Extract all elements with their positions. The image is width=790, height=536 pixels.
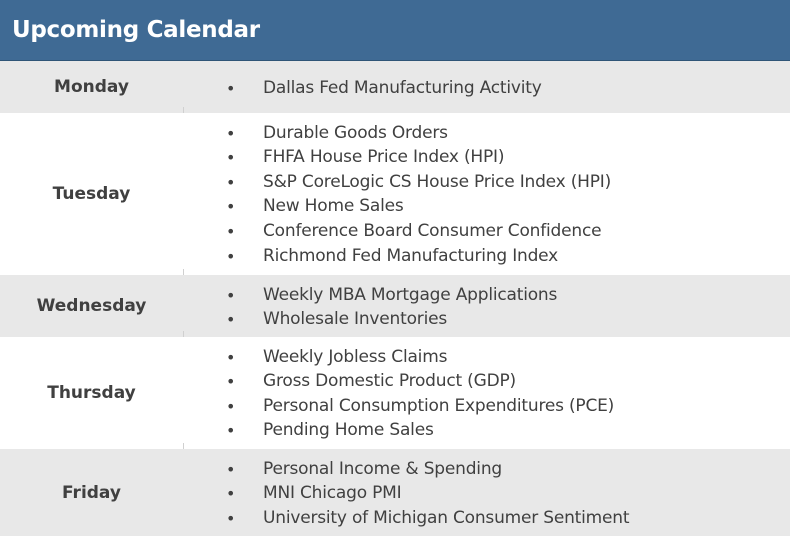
bullet-icon: •	[226, 222, 236, 241]
event-item: • Durable Goods Orders	[226, 123, 448, 143]
bullet-icon: •	[226, 247, 236, 266]
column-divider	[183, 107, 184, 113]
event-item: • MNI Chicago PMI	[226, 483, 402, 503]
bullet-icon: •	[226, 197, 236, 216]
event-item: • Personal Consumption Expenditures (PCE)	[226, 396, 615, 416]
bullet-icon: •	[226, 372, 236, 391]
bullet-icon: •	[226, 397, 236, 416]
event-item: • Gross Domestic Product (GDP)	[226, 371, 516, 391]
day-row-thursday: Thursday • Weekly Jobless Claims • Gross D…	[0, 337, 790, 449]
day-label: Friday	[62, 482, 121, 503]
bullet-icon: •	[226, 148, 236, 167]
day-row-friday: Friday • Personal Income & Spending • MNI …	[0, 449, 790, 536]
column-divider	[183, 269, 184, 275]
bullet-icon: •	[226, 421, 236, 440]
event-item: • Weekly MBA Mortgage Applications	[226, 285, 558, 305]
day-label: Tuesday	[52, 184, 131, 204]
event-item: • S&P CoreLogic CS House Price Index (HPI…	[226, 172, 612, 192]
bullet-icon: •	[226, 509, 236, 528]
event-item: • Conference Board Consumer Confidence	[226, 221, 602, 241]
bullet-icon: •	[226, 348, 236, 367]
bullet-icon: •	[226, 460, 236, 479]
day-label: Thursday	[47, 383, 136, 403]
event-item: • Dallas Fed Manufacturing Activity	[226, 78, 542, 98]
event-item: • Pending Home Sales	[226, 420, 434, 440]
calendar-title: Upcoming Calendar	[12, 17, 260, 43]
event-item: • Wholesale Inventories	[226, 309, 448, 329]
event-item: • Richmond Fed Manufacturing Index	[226, 246, 558, 266]
day-row-wednesday: Wednesday • Weekly MBA Mortgage Applicati…	[0, 275, 790, 337]
bullet-icon: •	[226, 173, 236, 192]
event-item: • University of Michigan Consumer Sentime…	[226, 508, 630, 528]
event-item: • New Home Sales	[226, 196, 404, 216]
bullet-icon: •	[226, 310, 236, 329]
day-label: Wednesday	[36, 296, 147, 316]
bullet-icon: •	[226, 484, 236, 503]
column-divider	[183, 443, 184, 449]
day-label: Monday	[54, 77, 129, 97]
event-item: • FHFA House Price Index (HPI)	[226, 147, 505, 167]
calendar-header: Upcoming Calendar	[0, 0, 790, 61]
bullet-icon: •	[226, 124, 236, 143]
bullet-icon: •	[226, 286, 236, 305]
event-item: • Weekly Jobless Claims	[226, 347, 448, 367]
bullet-icon: •	[226, 79, 236, 98]
event-item: • Personal Income & Spending	[226, 459, 502, 479]
day-row-tuesday: Tuesday • Durable Goods Orders • FHFA Hous…	[0, 113, 790, 275]
column-divider	[183, 331, 184, 337]
day-row-monday: Monday • Dallas Fed Manufacturing Activit…	[0, 61, 790, 113]
